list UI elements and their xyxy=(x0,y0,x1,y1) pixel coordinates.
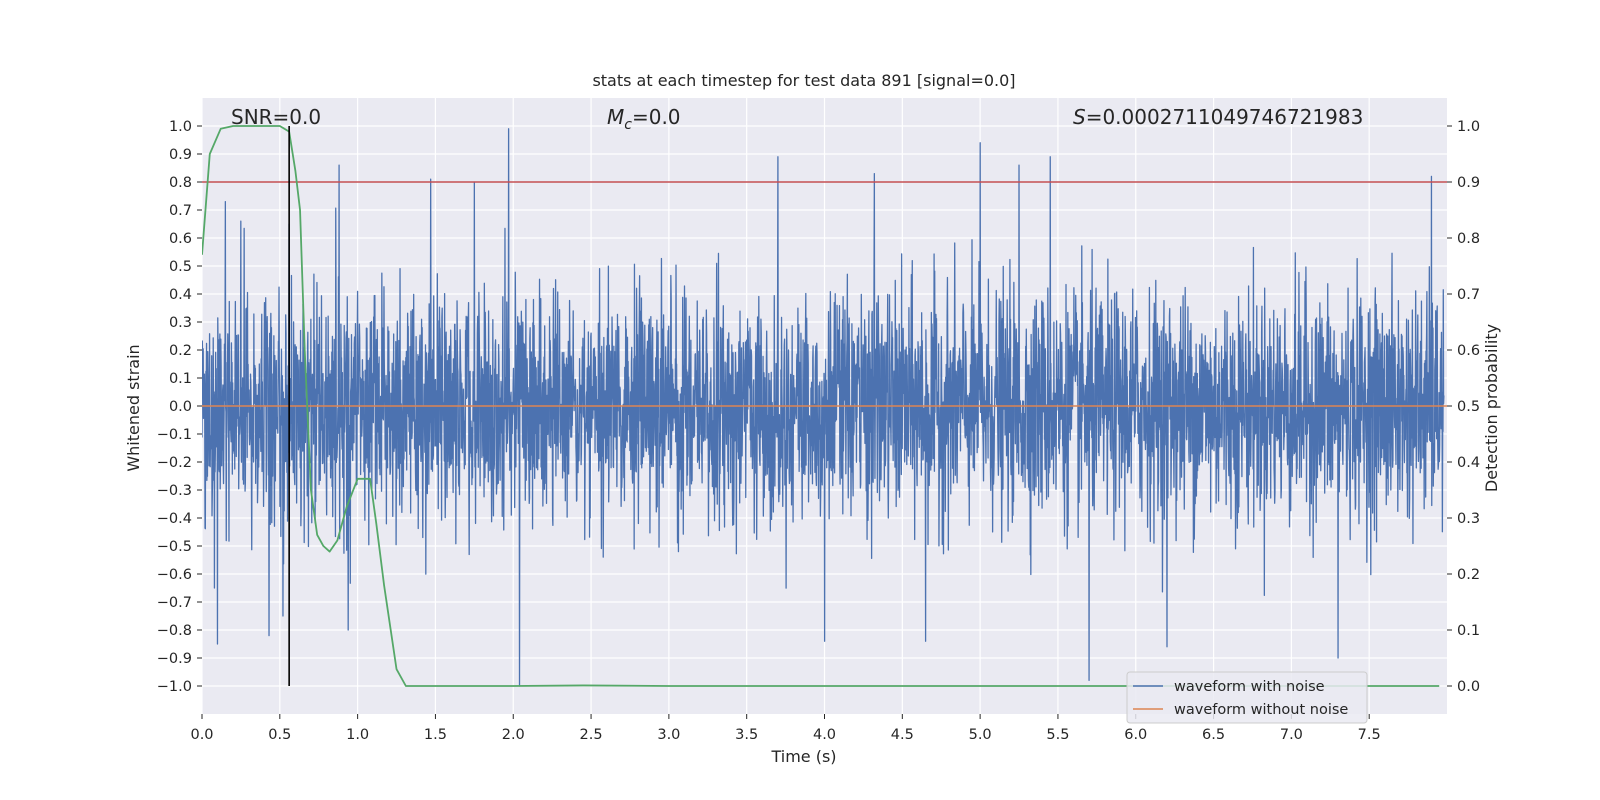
y-right-tick-label: 0.6 xyxy=(1457,343,1480,359)
y-right-tick-label: 1.0 xyxy=(1457,119,1480,135)
y-left-tick-label: 0.3 xyxy=(169,315,192,331)
y-left-tick-label: −0.2 xyxy=(157,455,192,471)
y-right-tick-label: 0.2 xyxy=(1457,567,1480,583)
y-left-tick-label: −0.1 xyxy=(157,427,192,443)
s-statistic-value: =0.0002711049746721983 xyxy=(1086,105,1364,129)
x-tick-label: 7.5 xyxy=(1358,727,1381,743)
y-left-tick-label: −1.0 xyxy=(157,679,192,695)
x-tick-label: 3.0 xyxy=(657,727,680,743)
y-left-tick-label: −0.9 xyxy=(157,651,192,667)
y-right-tick-label: 0.0 xyxy=(1457,679,1480,695)
y-left-tick-label: −0.3 xyxy=(157,483,192,499)
x-tick-label: 5.0 xyxy=(969,727,992,743)
y-right-tick-label: 0.3 xyxy=(1457,511,1480,527)
y-left-tick-label: −0.7 xyxy=(157,595,192,611)
y-left-tick-label: 0.6 xyxy=(169,231,192,247)
y-right-tick-label: 0.8 xyxy=(1457,231,1480,247)
x-tick-label: 4.0 xyxy=(813,727,836,743)
y-right-tick-label: 0.7 xyxy=(1457,287,1480,303)
detection-probability-line xyxy=(202,125,1440,687)
y-left-tick-label: 0.2 xyxy=(169,343,192,359)
y-left-tick-label: 0.0 xyxy=(169,399,192,415)
x-tick-label: 6.0 xyxy=(1124,727,1147,743)
y-axis-left-label: Whitened strain xyxy=(124,344,143,471)
legend-label-noise: waveform with noise xyxy=(1174,679,1325,695)
y-left-tick-label: 0.9 xyxy=(169,147,192,163)
y-right-tick-label: 0.1 xyxy=(1457,623,1480,639)
legend-box xyxy=(1126,671,1368,724)
y-left-tick-label: 0.1 xyxy=(169,371,192,387)
x-tick-label: 2.5 xyxy=(580,727,603,743)
x-tick-label: 1.0 xyxy=(346,727,369,743)
chirp-mass-value: =0.0 xyxy=(632,105,681,129)
y-left-tick-label: −0.4 xyxy=(157,511,192,527)
x-tick-label: 2.0 xyxy=(502,727,525,743)
x-tick-label: 0.5 xyxy=(268,727,291,743)
plot-content xyxy=(202,125,1447,687)
reference-lines xyxy=(202,125,1447,687)
x-axis-label: Time (s) xyxy=(770,747,836,766)
y-left-tick-label: 0.5 xyxy=(169,259,192,275)
y-left-tick-label: −0.8 xyxy=(157,623,192,639)
y-axis-right-ticks: 1.0 0.9 0.8 0.7 0.6 0.5 0.4 0.3 0.2 0.1 0.0 xyxy=(1447,119,1480,695)
chirp-mass-annotation: Mc=0.0 xyxy=(607,105,681,133)
chart-title: stats at each timestep for test data 891… xyxy=(592,71,1015,90)
y-left-tick-label: −0.5 xyxy=(157,539,192,555)
y-axis-right-label: Detection probability xyxy=(1482,324,1501,492)
y-left-tick-label: 0.4 xyxy=(169,287,192,303)
y-left-tick-label: 1.0 xyxy=(169,119,192,135)
x-tick-label: 7.0 xyxy=(1280,727,1303,743)
y-left-tick-label: 0.8 xyxy=(169,175,192,191)
y-right-tick-label: 0.4 xyxy=(1457,455,1480,471)
chirp-mass-subscript: c xyxy=(624,117,632,133)
y-axis-left-ticks: 1.0 0.9 0.8 0.7 0.6 0.5 0.4 0.3 0.2 0.1 0.0 −0.1 −0.… xyxy=(157,119,202,695)
x-tick-label: 5.5 xyxy=(1046,727,1069,743)
s-statistic-annotation: S=0.0002711049746721983 xyxy=(1073,105,1363,129)
x-tick-label: 3.5 xyxy=(735,727,758,743)
x-tick-label: 6.5 xyxy=(1202,727,1225,743)
x-tick-label: 1.5 xyxy=(424,727,447,743)
y-left-tick-label: 0.7 xyxy=(169,203,192,219)
y-left-tick-label: −0.6 xyxy=(157,567,192,583)
s-statistic-symbol: S xyxy=(1073,105,1086,129)
legend: waveform with noise waveform without noi… xyxy=(1126,671,1368,724)
y-right-tick-label: 0.9 xyxy=(1457,175,1480,191)
y-right-tick-label: 0.5 xyxy=(1457,399,1480,415)
x-tick-label: 0.0 xyxy=(190,727,213,743)
x-tick-label: 4.5 xyxy=(891,727,914,743)
x-axis-ticks: 0.0 0.5 1.0 1.5 2.0 2.5 3.0 3.5 4.0 4.5 5.0 5.5 6.0 6… xyxy=(190,714,1381,743)
chirp-mass-symbol: M xyxy=(607,105,624,129)
snr-annotation: SNR=0.0 xyxy=(231,105,321,129)
legend-label-clean: waveform without noise xyxy=(1174,702,1348,718)
